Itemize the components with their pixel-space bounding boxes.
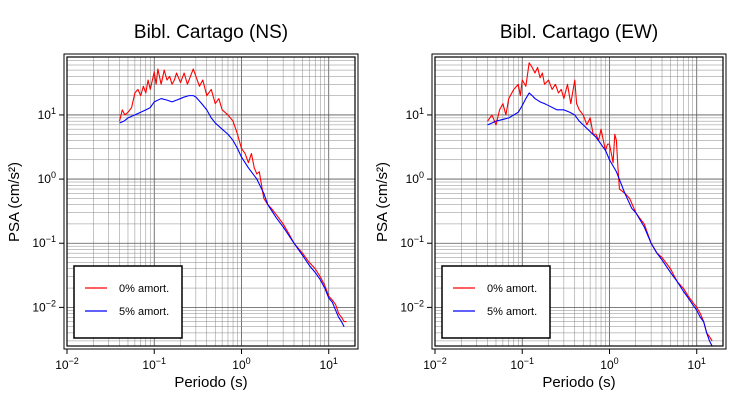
legend-box	[73, 265, 183, 339]
y-tick-label: 10−1	[400, 234, 424, 250]
x-axis-label: Periodo (s)	[174, 374, 247, 391]
x-tick-label: 101	[688, 356, 706, 372]
plot-area: 10−2 10−1 100 101 10−2 10−1 100 101 0% amort. 5% …	[400, 53, 727, 372]
y-tick-label: 100	[406, 170, 424, 186]
legend-label: 0% amort.	[119, 283, 169, 295]
plot-frame	[434, 56, 724, 347]
x-tick-label: 10−2	[55, 356, 79, 372]
y-tick-label: 101	[38, 106, 56, 122]
x-axis-label: Periodo (s)	[542, 374, 615, 391]
plot-frame-outer	[431, 53, 727, 350]
series-line	[119, 95, 345, 327]
legend: 0% amort. 5% amort.	[73, 265, 183, 339]
chart-title: Bibl. Cartago (NS)	[134, 22, 288, 43]
series-line	[487, 92, 713, 347]
x-tick-label: 100	[600, 356, 618, 372]
legend: 0% amort. 5% amort.	[441, 265, 551, 339]
series-line	[487, 62, 713, 342]
legend-label: 5% amort.	[487, 306, 537, 318]
legend-label: 5% amort.	[119, 306, 169, 318]
x-tick-label: 10−1	[510, 356, 534, 372]
y-tick-label: 10−1	[32, 234, 56, 250]
chart-ew: Bibl. Cartago (EW) Periodo (s) PSA (cm/s…	[374, 22, 727, 391]
x-tick-label: 10−1	[142, 356, 166, 372]
grid	[434, 56, 724, 346]
plot-area: 10−2 10−1 100 101 10−2 10−1 100 101 0% amort. 5% …	[32, 53, 359, 372]
legend-box	[441, 265, 551, 339]
chart-ns: Bibl. Cartago (NS) Periodo (s) PSA (cm/s…	[6, 22, 359, 391]
x-tick-label: 10−2	[423, 356, 447, 372]
chart-title: Bibl. Cartago (EW)	[500, 22, 658, 43]
y-tick-label: 10−2	[400, 298, 424, 314]
y-axis-label: PSA (cm/s²)	[374, 162, 391, 242]
y-axis-label: PSA (cm/s²)	[6, 162, 23, 242]
y-tick-label: 100	[38, 170, 56, 186]
y-tick-label: 10−2	[32, 298, 56, 314]
series-line	[118, 68, 347, 323]
legend-label: 0% amort.	[487, 283, 537, 295]
x-tick-label: 101	[320, 356, 338, 372]
x-tick-label: 100	[232, 356, 250, 372]
y-tick-label: 101	[406, 106, 424, 122]
plot-frame	[66, 56, 356, 347]
plot-frame-outer	[63, 53, 359, 350]
